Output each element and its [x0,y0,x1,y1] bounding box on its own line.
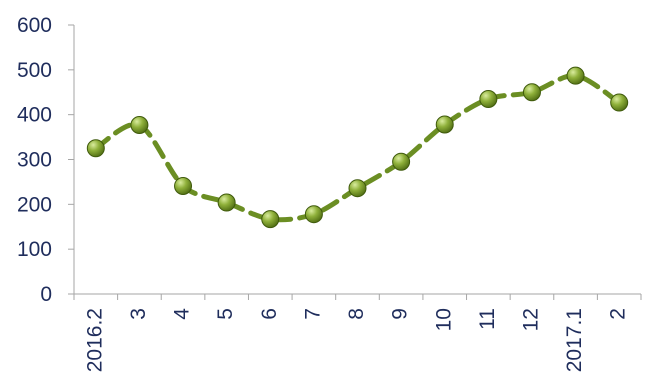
x-tick-label: 2017.1 [563,308,586,372]
y-tick-label: 600 [17,14,52,37]
data-point [566,66,585,85]
y-tick-label: 0 [40,283,52,306]
x-tick-label: 8 [345,308,368,320]
data-point [261,210,280,229]
x-tick-label: 2 [607,308,630,320]
x-tick-label: 11 [476,308,499,330]
data-point [86,139,105,158]
data-point [479,89,498,108]
series-line-0 [93,73,622,223]
data-point [435,115,454,134]
x-tick-label: 3 [127,308,150,320]
x-tick-label: 10 [432,308,455,331]
x-tick-label: 5 [214,308,237,320]
y-tick-label: 300 [17,149,52,172]
data-point [130,115,149,134]
x-tick-label: 12 [520,308,543,331]
x-tick-label: 6 [258,308,281,320]
data-point [217,193,236,212]
data-point [174,176,193,195]
x-tick-label: 2016.2 [83,308,106,372]
x-tick-label: 4 [171,308,194,320]
data-point [522,83,541,102]
y-tick-label: 100 [17,238,52,261]
data-point [392,152,411,171]
x-tick-label: 9 [389,308,412,320]
data-point [304,205,323,224]
y-tick-label: 400 [17,104,52,127]
y-tick-label: 500 [17,59,52,82]
x-tick-label: 7 [301,308,324,320]
data-point [348,179,367,198]
data-point [610,93,629,112]
y-tick-label: 200 [17,193,52,216]
